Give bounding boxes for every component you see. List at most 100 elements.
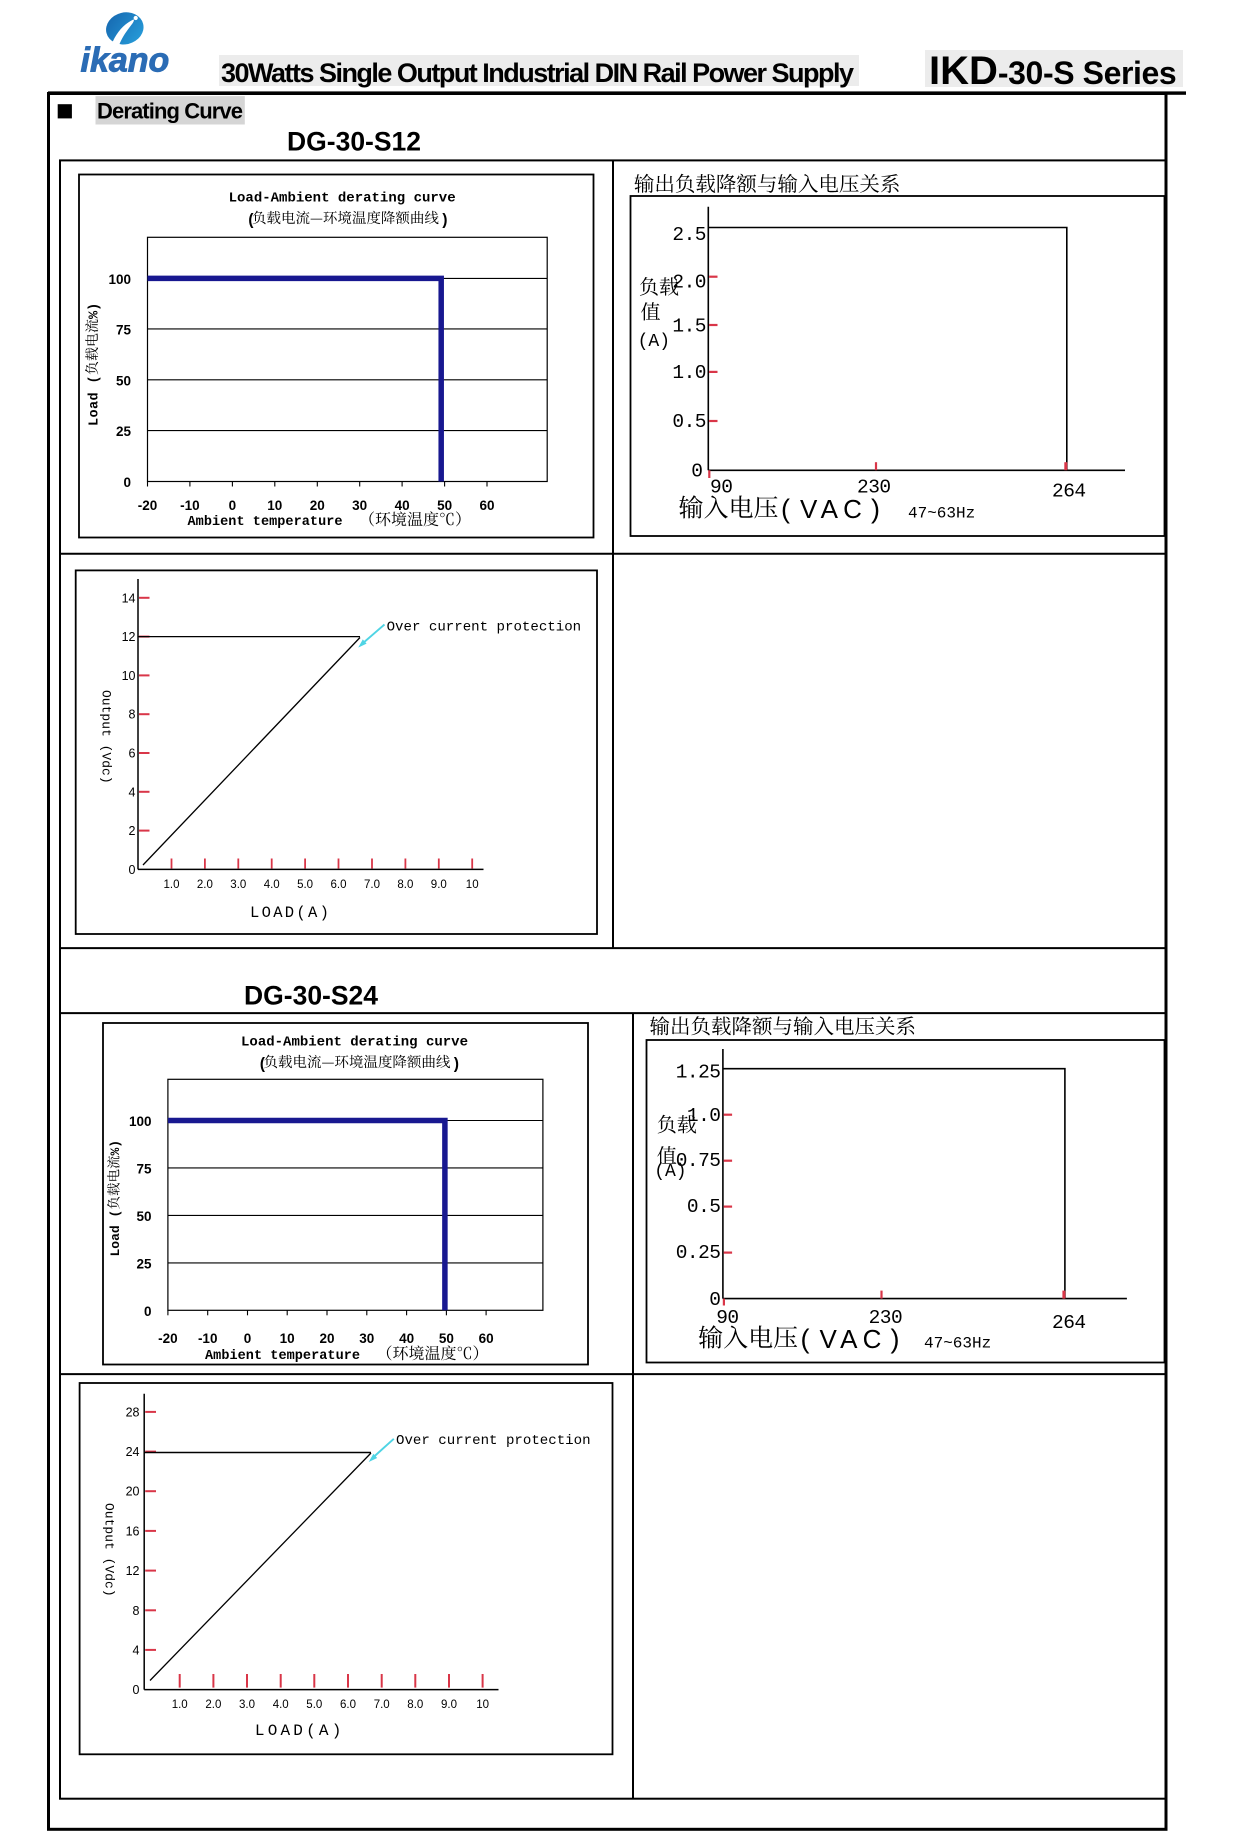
svg-text:75: 75	[116, 322, 132, 337]
svg-text:50: 50	[437, 498, 452, 513]
svg-text:8: 8	[133, 1604, 140, 1618]
svg-text:Load (: Load (	[88, 375, 103, 426]
svg-text:1.5: 1.5	[672, 316, 706, 338]
svg-text:2.0: 2.0	[205, 1699, 221, 1711]
svg-text:40: 40	[399, 1331, 414, 1346]
svg-text:6: 6	[129, 747, 136, 761]
svg-text:Ambient temperature: Ambient temperature	[205, 1349, 360, 1364]
svg-text:(A): (A)	[654, 1162, 686, 1182]
svg-text:40: 40	[395, 498, 410, 513]
svg-text:50: 50	[439, 1331, 454, 1346]
svg-text:1.0: 1.0	[672, 362, 706, 384]
svg-text:10: 10	[280, 1331, 295, 1346]
svg-text:Output (Vdc): Output (Vdc)	[102, 1503, 117, 1597]
svg-text:30Watts Single Output Industri: 30Watts Single Output Industrial DIN Rai…	[221, 58, 854, 88]
svg-text:(: (	[801, 1324, 810, 1354]
svg-text:Over current protection: Over current protection	[396, 1433, 591, 1449]
svg-text:9.0: 9.0	[431, 879, 447, 891]
svg-text:230: 230	[869, 1307, 903, 1329]
svg-text:0.75: 0.75	[676, 1150, 721, 1172]
svg-text:Derating Curve: Derating Curve	[97, 99, 243, 124]
svg-text:0: 0	[229, 498, 237, 513]
svg-text:90: 90	[716, 1307, 738, 1329]
svg-text:50: 50	[116, 373, 131, 388]
svg-text:(: (	[258, 1056, 267, 1074]
svg-text:20: 20	[310, 498, 325, 513]
svg-text:25: 25	[116, 424, 132, 439]
svg-text:ikano: ikano	[81, 42, 170, 80]
svg-text:0: 0	[691, 461, 703, 483]
svg-text:7.0: 7.0	[374, 1699, 390, 1711]
svg-text:7.0: 7.0	[364, 879, 380, 891]
svg-text:47~63Hz: 47~63Hz	[924, 1335, 991, 1353]
svg-text:0: 0	[133, 1683, 140, 1697]
svg-text:0.5: 0.5	[672, 411, 706, 433]
svg-text:VAC: VAC	[820, 1324, 887, 1354]
svg-text:Load-Ambient derating curve: Load-Ambient derating curve	[241, 1035, 468, 1051]
svg-text:0: 0	[129, 863, 136, 877]
svg-text:90: 90	[710, 476, 732, 498]
svg-text:2: 2	[129, 824, 136, 838]
svg-text:1.0: 1.0	[172, 1699, 188, 1711]
svg-text:20: 20	[319, 1331, 334, 1346]
svg-text:DG-30-S12: DG-30-S12	[287, 127, 421, 157]
svg-text:1.0: 1.0	[164, 879, 180, 891]
svg-text:-20: -20	[158, 1331, 178, 1346]
svg-text:2.5: 2.5	[672, 224, 706, 246]
svg-text:Load-Ambient derating curve: Load-Ambient derating curve	[229, 191, 456, 207]
svg-text:): )	[440, 212, 449, 230]
svg-text:VAC: VAC	[800, 494, 867, 524]
svg-text:0.25: 0.25	[676, 1242, 721, 1264]
svg-text:4.0: 4.0	[273, 1699, 289, 1711]
svg-text:(: (	[247, 212, 256, 230]
svg-text:9.0: 9.0	[441, 1699, 457, 1711]
svg-text:28: 28	[126, 1405, 140, 1419]
svg-text:6.0: 6.0	[331, 879, 347, 891]
svg-text:100: 100	[108, 272, 131, 287]
svg-text:10: 10	[466, 879, 479, 891]
svg-text:10: 10	[122, 669, 136, 683]
svg-text:DG-30-S24: DG-30-S24	[244, 981, 378, 1011]
svg-text:2.0: 2.0	[197, 879, 213, 891]
svg-text:Output (Vdc): Output (Vdc)	[99, 690, 114, 784]
svg-text:IKD-30-S Series: IKD-30-S Series	[929, 49, 1176, 93]
svg-text:2.0: 2.0	[672, 272, 706, 294]
svg-text:6.0: 6.0	[340, 1699, 356, 1711]
svg-text:14: 14	[122, 591, 136, 605]
svg-text:230: 230	[857, 476, 891, 498]
svg-text:30: 30	[359, 1331, 374, 1346]
svg-text:-10: -10	[180, 498, 200, 513]
svg-text:8.0: 8.0	[397, 879, 413, 891]
svg-text:0: 0	[709, 1289, 720, 1311]
svg-text:25: 25	[136, 1256, 152, 1271]
svg-text:60: 60	[479, 1331, 494, 1346]
svg-text:): )	[891, 1324, 900, 1354]
svg-text:LOAD(A): LOAD(A)	[255, 1722, 345, 1740]
svg-text:): )	[871, 494, 880, 524]
svg-text:%): %)	[88, 303, 103, 319]
svg-text:4: 4	[133, 1643, 140, 1657]
svg-text:-20: -20	[138, 498, 158, 513]
svg-text:Load (: Load (	[108, 1210, 123, 1257]
svg-text:(: (	[781, 494, 790, 524]
svg-text:75: 75	[136, 1161, 152, 1176]
svg-text:60: 60	[479, 498, 494, 513]
svg-text:): )	[452, 1056, 461, 1074]
svg-text:0.5: 0.5	[687, 1196, 721, 1218]
svg-text:10: 10	[267, 498, 282, 513]
svg-text:264: 264	[1052, 1312, 1086, 1334]
svg-text:264: 264	[1052, 480, 1086, 502]
svg-text:16: 16	[126, 1524, 140, 1538]
svg-text:8: 8	[129, 708, 136, 722]
svg-text:(A): (A)	[638, 332, 670, 352]
svg-text:-10: -10	[198, 1331, 218, 1346]
svg-text:0: 0	[123, 475, 131, 490]
svg-text:Ambient temperature: Ambient temperature	[188, 515, 343, 530]
svg-text:47~63Hz: 47~63Hz	[908, 505, 975, 523]
svg-text:5.0: 5.0	[297, 879, 313, 891]
svg-text:5.0: 5.0	[306, 1699, 322, 1711]
svg-text:12: 12	[122, 630, 136, 644]
svg-text:10: 10	[476, 1699, 489, 1711]
svg-text:4: 4	[129, 785, 136, 799]
svg-text:1.0: 1.0	[687, 1105, 721, 1127]
